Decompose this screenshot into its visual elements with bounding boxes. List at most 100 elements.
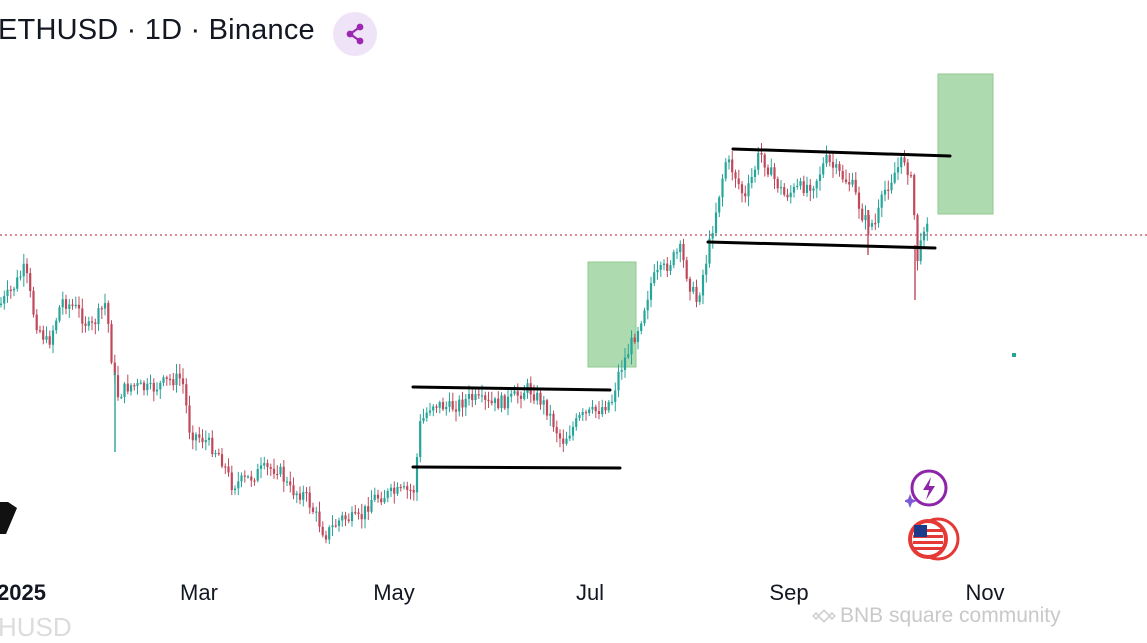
candle-body [370,499,373,512]
candle-body [425,412,428,419]
candle-body [818,174,822,181]
candle-body [692,286,695,292]
candle-body [347,519,350,521]
candle-body [662,263,666,265]
level-line[interactable] [731,147,952,158]
candle-body [783,187,786,195]
candle-body [438,402,441,408]
candle-body [207,437,211,440]
level-line[interactable] [706,240,937,250]
candle-body [133,385,136,387]
candle-body [510,393,513,397]
candle-body [191,432,194,441]
candle-body [110,324,113,363]
candle-body [246,476,250,478]
candle-body [575,418,578,427]
candle-body [415,457,419,493]
spark-bolt-icon [903,469,948,508]
candle-body [178,373,181,379]
candle-body [822,163,825,175]
spark-bolt-badge[interactable] [903,468,948,508]
candle-body [81,308,84,324]
candle-body [545,400,549,416]
x-tick-label: Sep [769,580,809,605]
candle-body [217,453,220,455]
x-tick-label: 2025 [0,580,46,605]
candle-body [802,181,805,193]
candle-body [159,382,162,390]
candle-body [389,487,393,491]
candle-body [419,421,422,457]
candle-body [536,392,539,401]
candle-body [571,426,575,436]
candle-body [724,162,727,179]
candle-body [552,413,555,428]
candle-body [142,382,146,391]
us-flag-badge[interactable] [904,517,960,561]
candle-body [523,392,526,399]
candle-body [165,377,168,379]
candle-body [539,392,542,405]
candle-body [685,260,688,279]
candle-body [584,412,588,414]
candle-body [123,383,126,397]
candle-body [903,157,906,163]
candle-body [646,299,649,311]
candle-body [337,520,341,526]
candle-body [90,321,94,323]
candle-body [188,405,191,433]
candle-body [614,390,617,402]
candle-body [214,453,217,455]
candle-body [653,272,656,284]
candle-body [909,175,913,177]
candle-body [269,467,272,469]
x-tick-label: Mar [180,580,218,605]
candle-body [532,394,536,401]
candle-body [763,154,766,168]
candle-body [594,406,597,412]
candle-body [542,400,545,405]
candle-body [731,159,734,173]
candle-body [68,304,71,309]
candle-body [94,322,97,325]
candle-body [282,466,285,482]
share-button[interactable] [333,12,377,56]
candle-body [760,153,763,155]
candle-body [786,194,789,198]
candle-body [259,465,263,469]
candle-body [87,321,90,326]
candle-body [406,486,409,490]
candle-body [926,223,929,232]
candle-body [675,252,679,254]
candle-body [883,189,887,195]
candle-body [441,402,445,410]
level-line[interactable] [411,465,622,470]
candle-body [705,263,708,275]
candle-body [12,288,16,291]
candle-body [737,178,740,185]
candle-body [513,391,516,394]
candle-body [809,184,812,191]
candle-body [464,398,467,408]
us-flag-icon [908,517,960,561]
candle-body [870,223,874,227]
candle-body [344,515,347,520]
candle-body [263,463,266,466]
candle-body [61,299,64,308]
candle-body [636,331,640,342]
candle-body [922,231,926,241]
candle-body [289,481,292,486]
candle-body [126,383,129,392]
candle-body [357,512,360,514]
candle-body [887,189,890,191]
candle-body [77,304,81,309]
candle-body [877,207,880,224]
candle-body [298,493,302,500]
level-line[interactable] [411,385,612,392]
candle-body [292,485,295,496]
candle-body [588,409,591,414]
candle-body [893,172,896,183]
candle-body [679,243,682,253]
candle-body [412,490,415,493]
